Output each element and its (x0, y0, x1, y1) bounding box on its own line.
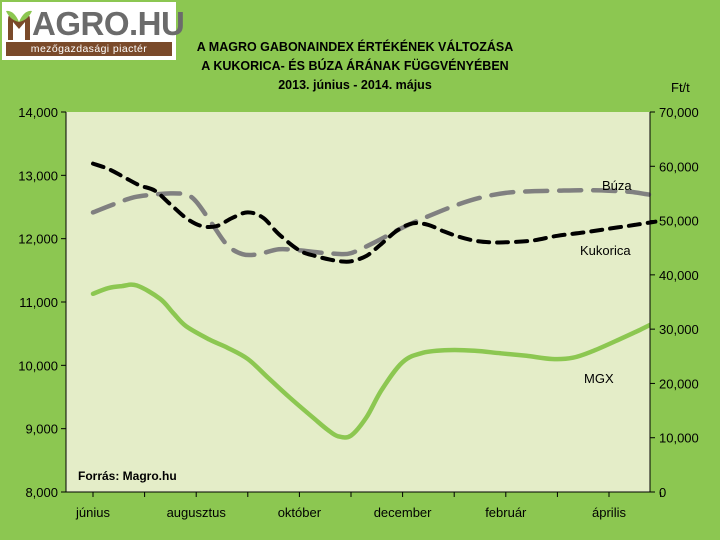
x-tick-label: augusztus (167, 505, 227, 520)
series-line-mgx (90, 282, 658, 440)
chart-title-line-1: A MAGRO GABONAINDEX ÉRTÉKÉNEK VÁLTOZÁSA (196, 40, 514, 54)
series-line-bza (90, 187, 658, 258)
magro-logo: AGRO.HU mezőgazdasági piactér (2, 2, 185, 60)
x-tick-label: április (592, 505, 626, 520)
x-tick-label: február (485, 505, 527, 520)
series-label-mgx: MGX (584, 371, 614, 386)
x-axis-ticks: június augusztus október december február ápr… (75, 492, 662, 520)
chart-title-line-3: 2013. június - 2014. május (278, 78, 432, 92)
right-tick-label: 0 (659, 485, 666, 500)
left-tick-label: 12,000 (18, 232, 58, 247)
right-tick-label: 50,000 (659, 214, 699, 229)
right-tick-label: 40,000 (659, 268, 699, 283)
left-tick-label: 11,000 (19, 295, 58, 310)
right-tick-label: 70,000 (659, 105, 699, 120)
left-tick-label: 14,000 (18, 105, 58, 120)
x-tick-label: október (278, 505, 322, 520)
logo-brand-text: AGRO.HU (32, 5, 185, 42)
chart-title-line-2: A KUKORICA- ÉS BÚZA ÁRÁNAK FÜGGVÉNYÉBEN (201, 59, 509, 73)
left-tick-label: 8,000 (25, 485, 58, 500)
right-tick-label: 30,000 (659, 322, 699, 337)
x-tick-label: december (374, 505, 432, 520)
series-label-kukorica: Kukorica (580, 243, 631, 258)
sprout-icon (6, 10, 32, 40)
logo-tagline: mezőgazdasági piactér (6, 42, 172, 56)
source-note: Forrás: Magro.hu (78, 469, 177, 483)
x-tick-label: június (75, 505, 110, 520)
right-tick-label: 20,000 (659, 376, 699, 391)
left-tick-label: 13,000 (18, 168, 58, 183)
left-tick-label: 10,000 (18, 358, 58, 373)
series-label-buza: Búza (602, 178, 632, 193)
series-layer (90, 161, 658, 440)
plot-area (66, 112, 650, 492)
right-axis-unit: Ft/t (671, 80, 690, 95)
left-tick-label: 9,000 (25, 422, 58, 437)
right-tick-label: 10,000 (659, 431, 699, 446)
right-axis-ticks: 0 10,000 20,000 30,000 40,000 50,000 60,000 70,… (650, 105, 699, 500)
left-axis-ticks: 8,000 9,000 10,000 11,000 12,000 13,000 14,000 (18, 105, 66, 500)
right-tick-label: 60,000 (659, 159, 699, 174)
series-line-kukorica (91, 161, 658, 264)
